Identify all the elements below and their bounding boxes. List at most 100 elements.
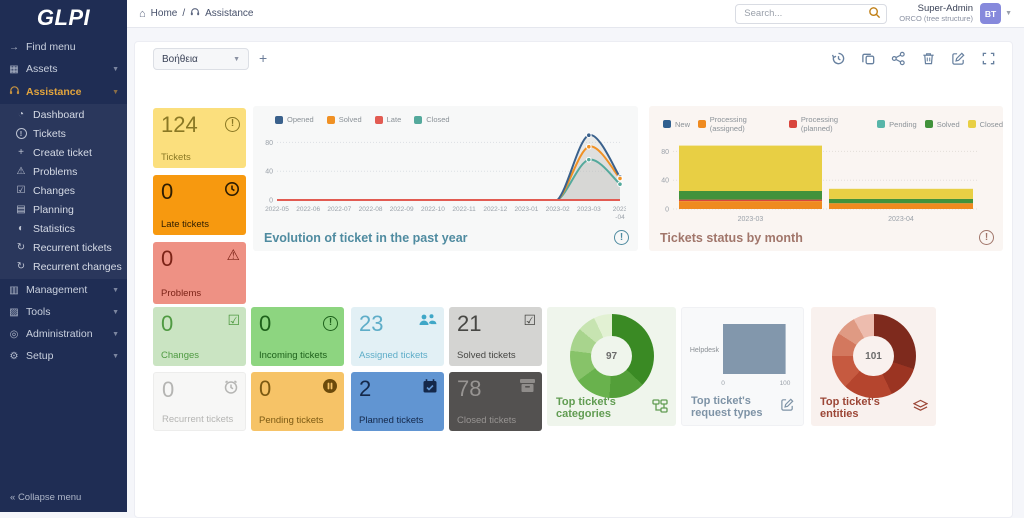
info-circle-icon[interactable]: !	[979, 230, 994, 245]
card-top-ticket-categories[interactable]: 97 Top ticket's categories	[547, 307, 676, 426]
sidebar-item-planning[interactable]: ▤ Planning	[0, 200, 127, 219]
card-recurrent-tickets[interactable]: 0 Recurrent tickets	[153, 372, 246, 431]
clipboard-check-icon: ☑	[227, 313, 240, 327]
breadcrumb-separator: /	[182, 8, 185, 19]
sidebar-item-label: Dashboard	[33, 109, 84, 121]
sidebar-item-recurrent-tickets[interactable]: ↻ Recurrent tickets	[0, 238, 127, 257]
sidebar-item-problems[interactable]: ⚠ Problems	[0, 162, 127, 181]
chevron-down-icon[interactable]: ▼	[1005, 10, 1012, 17]
exclamation-circle-icon: !	[323, 313, 338, 331]
info-circle-icon[interactable]: !	[614, 230, 629, 245]
sidebar-item-management[interactable]: ▥ Management ▼	[0, 279, 127, 301]
counter-label: Changes	[161, 350, 199, 361]
sidebar-item-label: Tickets	[33, 128, 66, 140]
chart-title: Top ticket's entities	[820, 396, 920, 421]
sitemap-icon	[652, 399, 668, 418]
search-icon[interactable]	[868, 6, 881, 24]
add-dashboard-button[interactable]: +	[259, 50, 267, 66]
chevron-down-icon: ▼	[112, 309, 119, 316]
counter-label: Problems	[161, 288, 201, 299]
maximize-icon[interactable]	[981, 51, 996, 66]
warning-triangle-icon: ⚠	[227, 248, 240, 263]
search-input[interactable]	[735, 4, 887, 24]
dashboard-select[interactable]: Βοήθεια ▼	[153, 48, 249, 70]
card-changes[interactable]: 0 ☑ Changes	[153, 307, 246, 366]
card-closed-tickets[interactable]: 78 Closed tickets	[449, 372, 542, 431]
plus-icon: +	[15, 147, 27, 158]
alarm-clock-icon	[223, 379, 239, 395]
history-icon[interactable]	[831, 51, 846, 66]
legend-item: Solved	[327, 115, 362, 124]
card-late-tickets[interactable]: 0 Late tickets	[153, 175, 246, 235]
sidebar-item-changes[interactable]: ☑ Changes	[0, 181, 127, 200]
svg-text:2022-07: 2022-07	[327, 206, 351, 213]
svg-text:40: 40	[661, 178, 669, 185]
legend-item: New	[663, 115, 690, 133]
shield-icon: ◎	[8, 329, 20, 340]
card-incoming-tickets[interactable]: 0 ! Incoming tickets	[251, 307, 344, 366]
card-assigned-tickets[interactable]: 23 Assigned tickets	[351, 307, 444, 366]
card-top-entities[interactable]: 101 Top ticket's entities	[811, 307, 936, 426]
sidebar-item-create-ticket[interactable]: + Create ticket	[0, 143, 127, 162]
sidebar-item-tools[interactable]: ▨ Tools ▼	[0, 301, 127, 323]
sidebar-item-find-menu[interactable]: → Find menu	[0, 36, 127, 58]
calendar-icon: ▤	[15, 204, 27, 215]
card-problems[interactable]: 0 ⚠ Problems	[153, 242, 246, 304]
user-info: Super-Admin ORCO (tree structure)	[899, 4, 973, 24]
briefcase-icon: ▨	[8, 307, 20, 318]
sidebar-item-tickets[interactable]: ! Tickets	[0, 124, 127, 143]
card-tickets[interactable]: 124 ! Tickets	[153, 108, 246, 168]
edit-icon	[780, 397, 795, 417]
sidebar-item-assets[interactable]: ▦ Assets ▼	[0, 58, 127, 80]
collapse-menu-button[interactable]: « Collapse menu	[10, 492, 81, 503]
pie-chart-icon: ◐	[15, 223, 27, 234]
sidebar-item-recurrent-changes[interactable]: ↻ Recurrent changes	[0, 257, 127, 276]
sidebar-item-label: Recurrent tickets	[33, 242, 112, 254]
clone-icon[interactable]	[861, 51, 876, 66]
sidebar-item-administration[interactable]: ◎ Administration ▼	[0, 323, 127, 345]
sidebar-item-assistance[interactable]: Assistance ▼	[0, 80, 127, 104]
svg-text:80: 80	[265, 140, 273, 147]
counter-label: Recurrent tickets	[162, 414, 233, 425]
pause-circle-icon	[322, 378, 338, 394]
legend-swatch	[327, 116, 335, 124]
breadcrumb-home[interactable]: Home	[151, 8, 178, 19]
trash-icon[interactable]	[921, 51, 936, 66]
svg-text:2023: 2023	[613, 206, 626, 213]
edit-icon[interactable]	[951, 51, 966, 66]
user-entity: ORCO (tree structure)	[899, 15, 973, 24]
arrow-right-icon: →	[8, 42, 20, 53]
avatar[interactable]: BT	[980, 3, 1001, 24]
card-solved-tickets[interactable]: 21 ☑ Solved tickets	[449, 307, 542, 366]
sidebar-item-label: Assistance	[26, 86, 81, 98]
svg-text:0: 0	[269, 198, 273, 205]
legend-item: Closed	[968, 115, 1003, 133]
legend-item: Solved	[925, 115, 960, 133]
card-planned-tickets[interactable]: 2 Planned tickets	[351, 372, 444, 431]
svg-text:40: 40	[265, 169, 273, 176]
sidebar-item-label: Changes	[33, 185, 75, 197]
sidebar-item-label: Create ticket	[33, 147, 92, 159]
chevrons-left-icon: «	[10, 492, 15, 503]
chart-title: Evolution of ticket in the past year	[264, 231, 468, 245]
breadcrumb-section[interactable]: Assistance	[205, 8, 253, 19]
svg-text:0: 0	[721, 380, 725, 387]
clipboard-check-icon: ☑	[15, 185, 27, 196]
share-icon[interactable]	[891, 51, 906, 66]
card-pending-tickets[interactable]: 0 Pending tickets	[251, 372, 344, 431]
sidebar-item-setup[interactable]: ⚙ Setup ▼	[0, 345, 127, 367]
chevron-down-icon: ▼	[112, 353, 119, 360]
home-icon: ⌂	[139, 8, 146, 20]
main-content: Βοήθεια ▼ + 124	[127, 28, 1024, 512]
recurring-icon: ↻	[15, 242, 27, 253]
sidebar-item-statistics[interactable]: ◐ Statistics	[0, 219, 127, 238]
sidebar-item-label: Planning	[33, 204, 74, 216]
sidebar-item-dashboard[interactable]: ◔ Dashboard	[0, 105, 127, 124]
sidebar-item-label: Find menu	[26, 41, 76, 53]
